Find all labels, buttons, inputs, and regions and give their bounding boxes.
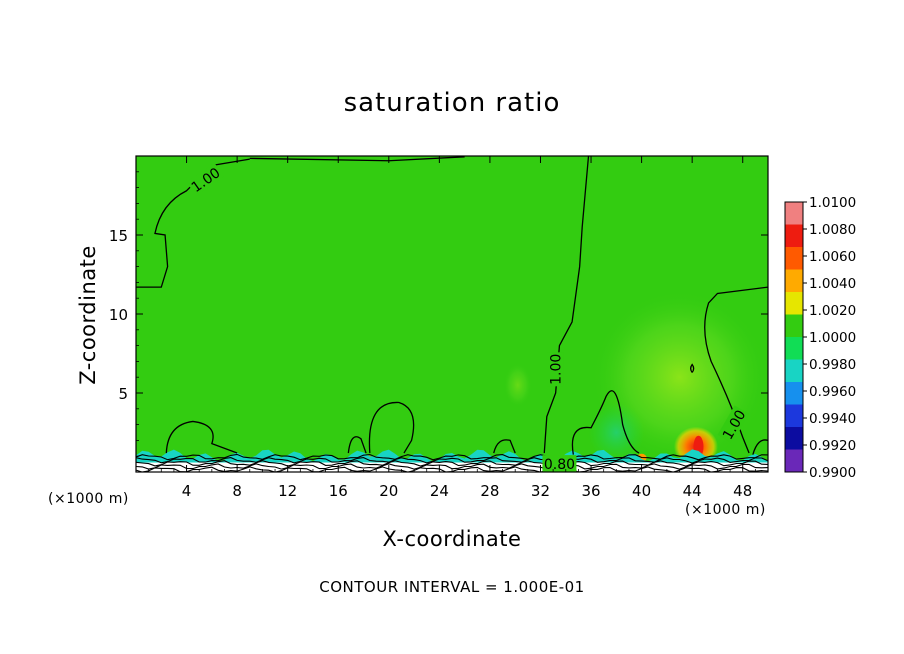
colorbar-label-7: 0.9980 <box>809 357 856 373</box>
x-tick-label-28: 28 <box>480 482 499 500</box>
x-tick-label-36: 36 <box>581 482 600 500</box>
minor-plume <box>503 363 532 408</box>
contour-interval-note: CONTOUR INTERVAL = 1.000E-01 <box>319 578 585 596</box>
colorbar-label-3: 1.0060 <box>809 249 856 265</box>
x-tick-label-48: 48 <box>733 482 752 500</box>
contour-label-bg-1 <box>186 162 225 197</box>
contour-1.00-bump-4 <box>165 420 238 454</box>
contour-1.00-loop <box>690 363 695 373</box>
colorbar-label-6: 1.0000 <box>809 330 856 346</box>
contour-label-group-2: 1.00 <box>546 352 565 387</box>
colorbar-swatch-12 <box>785 449 803 473</box>
colorbar-swatch-9 <box>785 382 803 405</box>
colorbar: 1.0100 1.0080 1.0060 1.0040 1.0020 1.0000 0.99… <box>784 195 856 481</box>
colorbar-label-2: 1.0080 <box>809 222 856 238</box>
x-tick-label-20: 20 <box>379 482 398 500</box>
x-axis-label: X-coordinate <box>382 527 522 551</box>
contour-label-bg-4 <box>542 455 577 472</box>
colorbar-swatch-4 <box>785 269 803 293</box>
contour-1.00-middle <box>543 156 590 454</box>
colorbar-swatch-8 <box>785 359 803 383</box>
colorbar-swatch-10 <box>785 404 803 428</box>
cyan-patch <box>588 402 645 463</box>
colorbar-swatch-2 <box>785 224 803 248</box>
x-tick-label-16: 16 <box>329 482 348 500</box>
colorbar-label-9: 0.9940 <box>809 411 856 427</box>
colorbar-swatch-6 <box>785 314 803 338</box>
colorbar-swatch-7 <box>785 337 803 360</box>
contour-1.00-bump-36 <box>571 390 640 455</box>
surface-contour-4 <box>136 463 768 470</box>
x-unit-label-right: (×1000 m) <box>685 502 766 518</box>
x-unit-label-left: (×1000 m) <box>48 491 129 507</box>
y-tick-label-15: 15 <box>109 227 128 245</box>
colorbar-label-10: 0.9920 <box>809 438 856 454</box>
contour-label-group-4: 0.80 <box>542 455 577 473</box>
colorbar-label-8: 0.9960 <box>809 384 856 400</box>
x-tick-label-32: 32 <box>531 482 550 500</box>
x-tick-label-24: 24 <box>430 482 449 500</box>
colorbar-swatch-5 <box>785 292 803 315</box>
contour-1.00-corner <box>752 439 768 455</box>
x-tick-label-40: 40 <box>632 482 651 500</box>
colorbar-swatch-11 <box>785 427 803 450</box>
colorbar-label-11: 0.9900 <box>809 465 856 481</box>
y-tick-label-5: 5 <box>118 385 128 403</box>
surface-white-layer <box>136 462 768 472</box>
x-tick-label-4: 4 <box>182 482 192 500</box>
contour-1.00-bump-17 <box>347 436 367 454</box>
plot-area: 1.001.001.000.80 <box>136 156 768 473</box>
contour-label-bg-3 <box>717 405 750 444</box>
x-tick-label-8: 8 <box>232 482 242 500</box>
surface-contour-3 <box>136 460 768 467</box>
surface-contour-2 <box>136 457 768 464</box>
colorbar-swatch-3 <box>785 247 803 270</box>
x-tick-label-44: 44 <box>683 482 702 500</box>
colorbar-label-1: 1.0100 <box>809 195 856 211</box>
contour-1.00-bump-20 <box>368 401 415 454</box>
contour-label-bg-2 <box>546 352 564 387</box>
contour-label-4: 0.80 <box>544 457 575 473</box>
contour-label-2: 1.00 <box>549 354 565 385</box>
colorbar-swatch-1 <box>785 202 803 225</box>
chart-title: saturation ratio <box>343 88 561 118</box>
x-tick-label-12: 12 <box>278 482 297 500</box>
colorbar-label-4: 1.0040 <box>809 276 856 292</box>
colorbar-label-5: 1.0020 <box>809 303 856 319</box>
contour-1.00-topleft <box>136 158 250 288</box>
contour-1.00-bump-29 <box>493 439 516 454</box>
y-tick-label-10: 10 <box>109 306 128 324</box>
